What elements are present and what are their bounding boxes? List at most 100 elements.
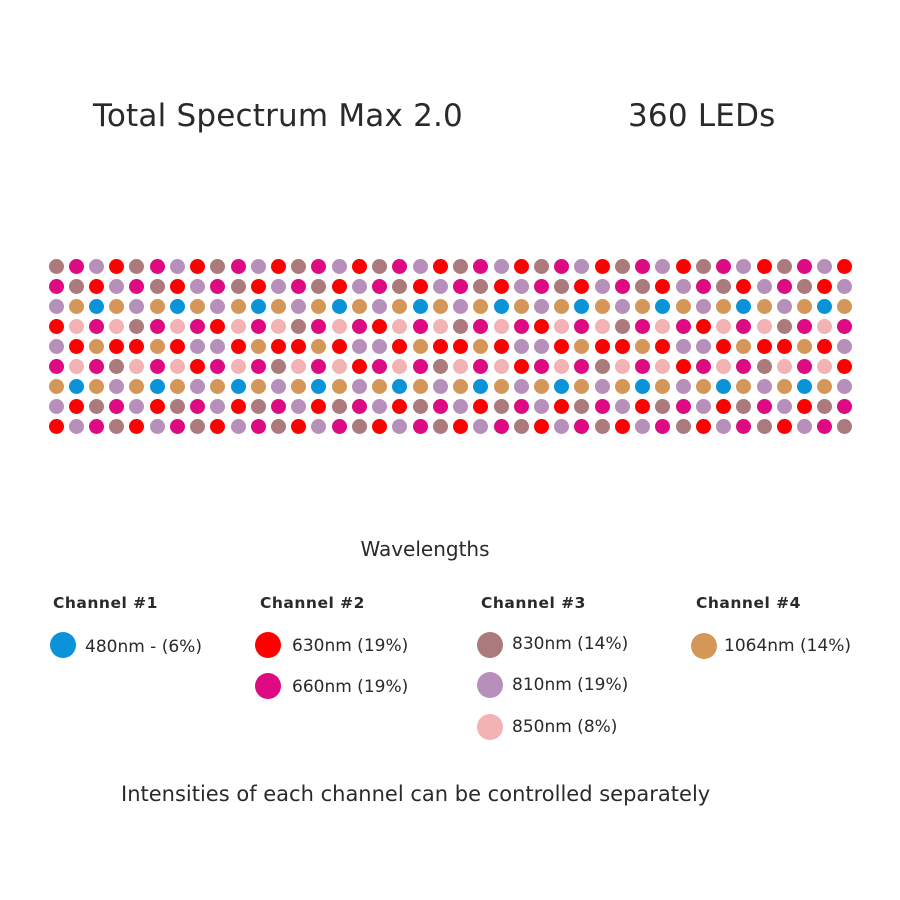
- led-dot: [331, 379, 347, 395]
- led-dot: [351, 379, 367, 395]
- led-dot: [331, 419, 347, 435]
- led-dot: [129, 338, 145, 354]
- led-dot: [311, 278, 327, 294]
- led-dot: [513, 338, 529, 354]
- led-dot: [68, 399, 84, 415]
- led-dot: [230, 399, 246, 415]
- led-dot: [392, 318, 408, 334]
- led-dot: [675, 379, 691, 395]
- led-dot: [68, 379, 84, 395]
- led-dot: [169, 359, 185, 374]
- led-dot: [88, 278, 104, 294]
- legend-swatch-660nm: [255, 673, 281, 699]
- led-dot: [372, 359, 388, 374]
- led-dot: [574, 338, 590, 354]
- led-dot: [351, 338, 367, 354]
- led-dot: [291, 379, 307, 395]
- led-dot: [635, 419, 651, 435]
- led-dot: [271, 318, 287, 334]
- led-dot: [190, 338, 206, 354]
- led-dot: [129, 379, 145, 395]
- legend-label-480nm: 480nm - (6%): [85, 637, 202, 657]
- led-dot: [149, 379, 165, 395]
- led-dot: [473, 258, 489, 274]
- led-dot: [149, 278, 165, 294]
- led-dot: [250, 298, 266, 314]
- led-dot: [817, 379, 833, 395]
- led-dot: [372, 338, 388, 354]
- led-dot: [109, 379, 125, 395]
- led-dot: [797, 338, 812, 354]
- led-dot: [473, 359, 489, 374]
- led-dot: [88, 298, 104, 314]
- led-dot: [635, 338, 651, 354]
- led-dot: [473, 379, 489, 395]
- led-dot: [736, 258, 752, 274]
- footer-note: Intensities of each channel can be contr…: [121, 782, 711, 806]
- legend-label-630nm: 630nm (19%): [292, 636, 409, 656]
- led-dot: [655, 318, 671, 334]
- legend-swatch-830nm: [477, 632, 503, 658]
- led-dot: [837, 338, 853, 354]
- led-dot: [473, 278, 489, 294]
- led-dot: [554, 419, 570, 435]
- led-dot: [331, 278, 347, 294]
- led-dot: [797, 419, 812, 435]
- led-dot: [756, 419, 772, 435]
- led-dot: [776, 278, 792, 294]
- led-dot: [797, 359, 812, 374]
- led-dot: [190, 379, 206, 395]
- led-dot: [493, 379, 509, 395]
- led-dot: [230, 278, 246, 294]
- led-dot: [797, 379, 812, 395]
- led-dot: [432, 298, 448, 314]
- led-dot: [169, 419, 185, 435]
- led-dot: [776, 419, 792, 435]
- led-dot: [736, 399, 752, 415]
- led-dot: [817, 258, 833, 274]
- led-dot: [271, 399, 287, 415]
- led-dot: [635, 298, 651, 314]
- led-dot: [574, 379, 590, 395]
- led-dot: [534, 298, 550, 314]
- led-dot: [817, 338, 833, 354]
- led-dot: [109, 359, 125, 374]
- led-dot: [412, 379, 428, 395]
- led-dot: [675, 298, 691, 314]
- led-dot: [372, 318, 388, 334]
- led-dot: [412, 318, 428, 334]
- led-dot: [574, 258, 590, 274]
- led-dot: [574, 419, 590, 435]
- led-dot: [695, 379, 711, 395]
- led-dot: [635, 318, 651, 334]
- led-dot: [493, 258, 509, 274]
- led-dot: [716, 298, 732, 314]
- led-dot: [797, 318, 812, 334]
- led-dot: [210, 419, 226, 435]
- led-dot: [574, 399, 590, 415]
- led-dot: [351, 419, 367, 435]
- led-dot: [554, 278, 570, 294]
- led-dot: [513, 318, 529, 334]
- legend-label-810nm: 810nm (19%): [512, 675, 629, 695]
- led-dot: [776, 379, 792, 395]
- led-dot: [574, 298, 590, 314]
- led-dot: [68, 419, 84, 435]
- led-dot: [311, 298, 327, 314]
- led-dot: [392, 399, 408, 415]
- led-dot: [797, 298, 812, 314]
- led-dot: [190, 399, 206, 415]
- led-dot: [453, 399, 469, 415]
- led-dot: [635, 359, 651, 374]
- led-dot: [614, 318, 630, 334]
- led-dot: [48, 258, 64, 274]
- led-dot: [695, 278, 711, 294]
- led-dot: [68, 359, 84, 374]
- led-dot: [169, 298, 185, 314]
- led-dot: [614, 338, 630, 354]
- led-dot: [554, 318, 570, 334]
- led-dot: [695, 338, 711, 354]
- led-dot: [797, 399, 812, 415]
- led-dot: [534, 419, 550, 435]
- led-dot: [412, 338, 428, 354]
